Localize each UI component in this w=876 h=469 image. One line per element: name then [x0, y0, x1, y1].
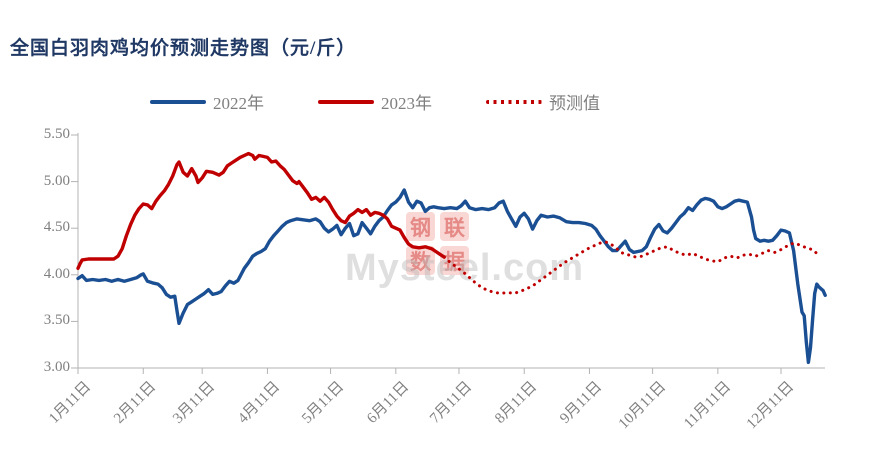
chart-title: 全国白羽肉鸡均价预测走势图（元/斤）: [10, 38, 357, 59]
legend-swatch-forecast-dotted-line: [486, 99, 542, 104]
legend-swatch-2023-line: [318, 99, 374, 104]
y-axis-label: 3.00: [43, 359, 70, 375]
series-line-预测值: [442, 240, 823, 295]
series-line-2022年: [76, 188, 827, 365]
legend-item-forecast: 预测值: [486, 89, 600, 114]
y-axis-label: 5.50: [43, 126, 70, 142]
y-axis-label: 5.00: [43, 172, 70, 189]
legend: 2022年 2023年 预测值: [150, 89, 600, 114]
series-line-2023年: [76, 151, 446, 270]
legend-label-forecast: 预测值: [549, 94, 600, 113]
y-axis-label: 4.50: [43, 219, 70, 236]
y-axis-label: 3.50: [43, 312, 70, 329]
legend-item-2023: 2023年: [318, 89, 432, 114]
legend-swatch-2022-line: [150, 99, 206, 104]
legend-label-2023: 2023年: [381, 94, 432, 113]
legend-item-2022: 2022年: [150, 89, 264, 114]
y-axis-label: 4.00: [43, 265, 70, 282]
legend-label-2022: 2022年: [213, 94, 264, 113]
